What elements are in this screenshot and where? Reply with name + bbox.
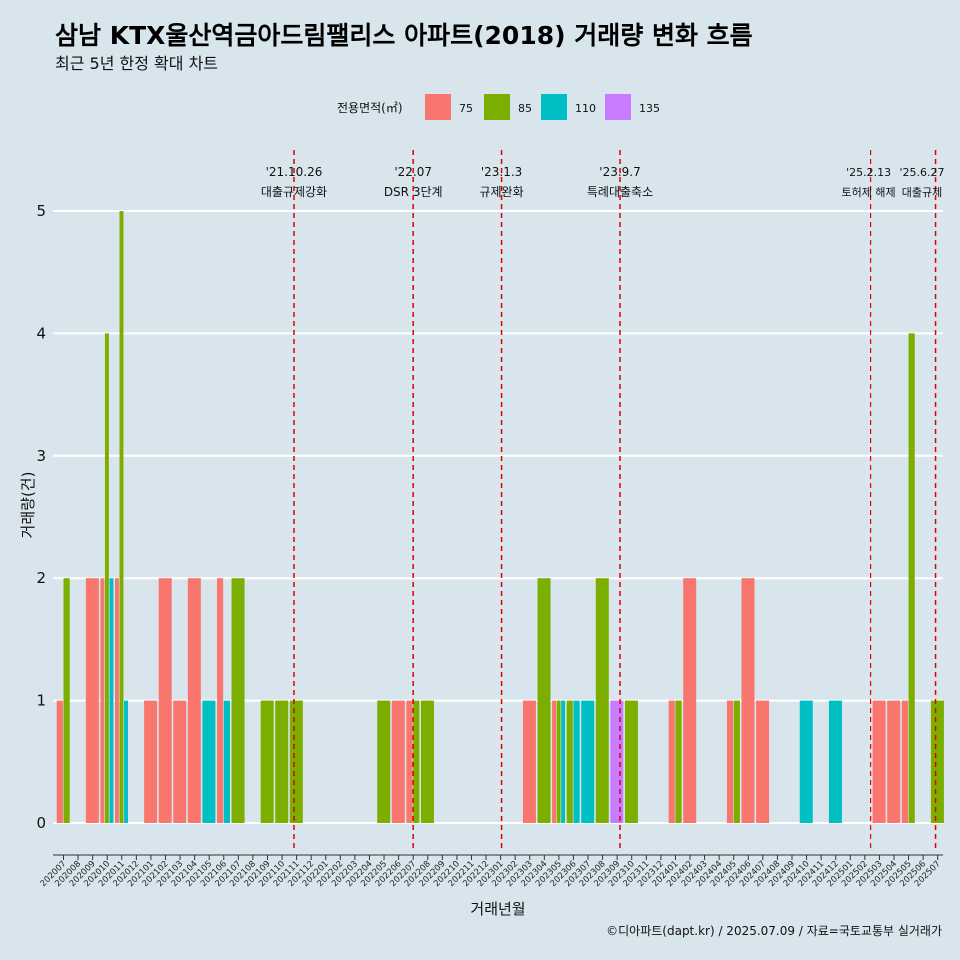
bar-202309-135 [610,700,624,823]
bar-202110-85 [275,700,289,823]
bar-202105-110 [202,700,216,823]
bar-202109-85 [260,700,274,823]
chart-subtitle: 최근 5년 한정 확대 차트 [55,54,218,73]
legend-items: 75 85 110 135 [425,94,660,120]
y-tick-label: 4 [36,324,46,342]
annotations: '21.10.26 대출규제강화 '22.07 DSR 3단계 '23.1.3 규제완화 '… [261,150,945,852]
bar-202205-85 [377,700,391,823]
event-date-label: '23.1.3 [481,165,522,179]
bar-202405-85 [733,700,740,823]
bar-202010-110 [109,578,114,823]
event-date-label: '21.10.26 [266,165,323,179]
bar-202304-85 [537,578,551,823]
bar-202406-75 [741,578,755,823]
legend-swatch-75 [425,94,451,120]
x-axis: 2020072020082020092020102020112020122021… [39,854,943,889]
bar-202401-75 [668,700,675,823]
x-axis-title: 거래년월 [470,900,525,918]
bar-202103-75 [173,700,187,823]
bar-202412-110 [828,700,842,823]
bar-202106-110 [223,700,230,823]
bar-202102-75 [158,578,172,823]
chart-title: 삼남 KTX울산역금아드림팰리스 아파트(2018) 거래량 변화 흐름 [55,21,753,50]
event-label: 특례대출축소 [587,185,653,199]
bar-202207-75 [406,700,413,823]
bar-202505-75 [901,700,908,823]
y-tick-label: 3 [36,447,46,465]
bar-202405-75 [726,700,734,823]
bar-202307-110 [581,700,595,823]
bar-202410-110 [799,700,813,823]
bar-202111-85 [289,700,303,823]
event-label: DSR 3단계 [384,185,443,199]
y-axis-title: 거래량(건) [19,472,37,539]
bar-202011-110 [124,700,128,823]
bar-202306-110 [573,700,580,823]
y-tick-label: 1 [36,692,46,710]
bar-202306-85 [566,700,573,823]
y-tick-label: 2 [36,569,46,587]
bar-202009-75 [85,578,99,823]
bar-202305-85 [556,700,561,823]
bar-202505-85 [908,333,915,823]
legend-label-135: 135 [639,102,660,115]
bar-202208-85 [420,700,434,823]
bar-202104-75 [187,578,201,823]
event-date-label: '25.6.27 [899,166,944,179]
bar-202010-85 [104,333,109,823]
bar-202011-85 [119,211,124,823]
y-ticks: 0 1 2 3 4 5 [36,202,46,832]
caption: ©디아파트(dapt.kr) / 2025.07.09 / 자료=국토교통부 실… [606,924,942,938]
bar-202007-75 [56,700,63,823]
legend-swatch-135 [605,94,631,120]
bar-202504-75 [887,700,901,823]
bar-202206-75 [391,700,405,823]
legend-label-85: 85 [518,102,532,115]
grid [53,210,943,824]
bar-202303-75 [522,700,536,823]
legend-label-75: 75 [459,102,473,115]
event-label: 규제완화 [479,185,523,199]
bar-202310-85 [624,700,638,823]
legend-label-110: 110 [575,102,596,115]
bar-202407-75 [756,700,770,823]
event-label: 토허제 해제 [842,185,896,199]
bar-202207-85 [413,700,420,823]
bar-202308-85 [595,578,609,823]
event-label: 대출규제강화 [261,185,327,199]
bar-202101-75 [144,700,158,823]
legend: 전용면적(㎡) 75 85 110 135 [337,94,660,120]
bars [56,211,944,823]
bar-202305-75 [552,700,557,823]
legend-swatch-85 [484,94,510,120]
bar-202010-75 [100,578,105,823]
bar-202401-85 [675,700,682,823]
bar-202402-75 [683,578,697,823]
y-tick-label: 5 [36,202,46,220]
event-date-label: '25.2.13 [846,166,891,179]
event-label: 대출규제 [902,186,942,199]
legend-swatch-110 [541,94,567,120]
bar-202107-85 [231,578,245,823]
bar-202011-75 [114,578,119,823]
event-date-label: '23.9.7 [599,165,640,179]
bar-202106-75 [216,578,224,823]
bar-202503-75 [872,700,886,823]
bar-202507-85 [930,700,944,823]
bar-202305-110 [561,700,566,823]
bar-202007-85 [63,578,70,823]
legend-title: 전용면적(㎡) [337,101,403,115]
y-tick-label: 0 [36,814,46,832]
event-date-label: '22.07 [394,165,432,179]
